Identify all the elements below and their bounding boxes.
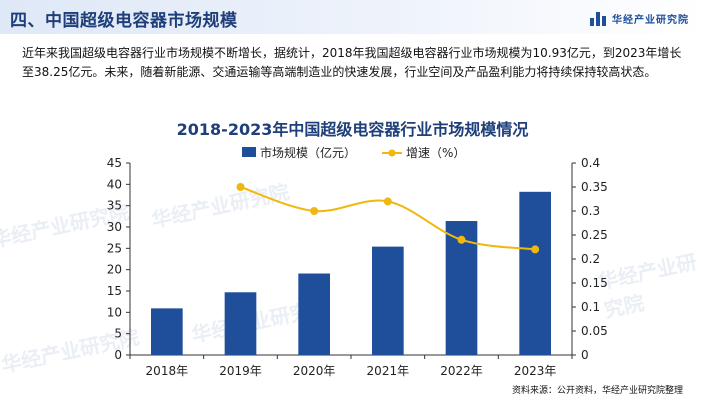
y-left-tick-label: 40 bbox=[107, 177, 122, 191]
y-left-tick-label: 30 bbox=[107, 220, 122, 234]
section-header: 四、中国超级电容器市场规模 华经产业研究院 bbox=[0, 0, 705, 34]
bar bbox=[519, 191, 552, 355]
y-right-tick-label: 0.05 bbox=[581, 324, 608, 338]
y-left-tick-label: 5 bbox=[114, 327, 122, 341]
x-tick-label: 2023年 bbox=[514, 364, 557, 378]
x-tick-label: 2020年 bbox=[293, 364, 336, 378]
bar bbox=[298, 273, 331, 355]
growth-point bbox=[531, 245, 540, 254]
bar bbox=[150, 308, 183, 355]
y-left-tick-label: 0 bbox=[114, 348, 122, 362]
y-right-tick-label: 0.3 bbox=[581, 204, 600, 218]
y-right-tick-label: 0.4 bbox=[581, 156, 600, 170]
y-right-tick-label: 0 bbox=[581, 348, 589, 362]
bar bbox=[371, 246, 404, 355]
brand: 华经产业研究院 bbox=[590, 11, 689, 26]
x-tick-label: 2019年 bbox=[219, 364, 262, 378]
growth-point bbox=[310, 207, 319, 215]
growth-point bbox=[383, 197, 392, 206]
y-right-tick-label: 0.2 bbox=[581, 252, 600, 266]
growth-point bbox=[236, 183, 245, 191]
y-left-tick-label: 15 bbox=[107, 284, 122, 298]
source-note: 资料来源：公开资料，华经产业研究院整理 bbox=[511, 386, 683, 396]
legend-line-marker bbox=[388, 149, 396, 157]
legend-bar-label: 市场规模（亿元） bbox=[260, 145, 356, 160]
y-left-tick-label: 20 bbox=[107, 263, 122, 277]
y-left-tick-label: 35 bbox=[107, 199, 122, 213]
x-tick-label: 2021年 bbox=[367, 364, 410, 378]
section-title: 四、中国超级电容器市场规模 bbox=[10, 11, 238, 31]
y-right-tick-label: 0.35 bbox=[581, 180, 608, 194]
growth-line bbox=[240, 186, 536, 251]
x-tick-label: 2018年 bbox=[146, 364, 189, 378]
legend-line-label: 增速（%） bbox=[406, 146, 465, 160]
y-left-tick-label: 10 bbox=[107, 305, 122, 319]
bar bbox=[224, 292, 257, 355]
legend-bar-swatch bbox=[242, 147, 256, 157]
y-right-tick-label: 0.25 bbox=[581, 228, 608, 242]
x-tick-label: 2022年 bbox=[440, 364, 483, 378]
brand-logo-icon bbox=[590, 11, 606, 26]
chart-title: 2018-2023年中国超级电容器行业市场规模情况 bbox=[176, 120, 529, 139]
growth-point bbox=[457, 235, 466, 244]
y-right-tick-label: 0.1 bbox=[581, 300, 600, 314]
y-right-tick-label: 0.15 bbox=[581, 276, 608, 290]
y-left-tick-label: 25 bbox=[107, 241, 122, 255]
intro-paragraph: 近年来我国超级电容器行业市场规模不断增长，据统计，2018年我国超级电容器行业市… bbox=[22, 46, 682, 79]
y-left-tick-label: 45 bbox=[107, 156, 122, 170]
brand-name: 华经产业研究院 bbox=[612, 15, 689, 26]
